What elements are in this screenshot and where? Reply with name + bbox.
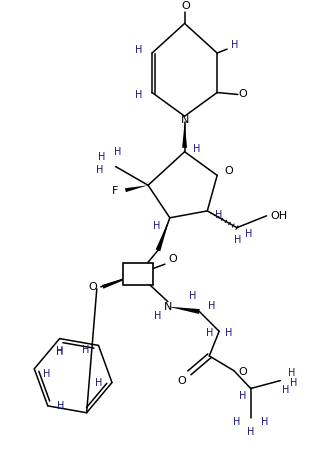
Text: O: O	[177, 376, 186, 386]
Polygon shape	[125, 185, 148, 192]
Text: H: H	[261, 417, 268, 427]
Text: Abs: Abs	[131, 270, 145, 279]
Text: H: H	[289, 367, 296, 377]
Text: H: H	[82, 346, 89, 356]
Polygon shape	[182, 122, 187, 148]
Text: H: H	[134, 90, 142, 100]
Text: O: O	[168, 254, 177, 264]
Text: H: H	[234, 235, 241, 245]
Text: O: O	[89, 282, 97, 292]
Text: O: O	[238, 367, 247, 377]
Text: H: H	[207, 301, 215, 311]
Text: H: H	[153, 221, 161, 231]
Text: F: F	[112, 186, 119, 196]
Text: H: H	[206, 328, 213, 338]
Text: H: H	[56, 347, 63, 357]
Polygon shape	[102, 274, 138, 289]
Text: H: H	[193, 144, 200, 154]
Polygon shape	[156, 218, 170, 251]
Text: O: O	[225, 167, 233, 177]
Text: H: H	[231, 40, 239, 50]
Text: H: H	[245, 228, 252, 238]
Text: H: H	[233, 417, 241, 427]
Text: O: O	[238, 89, 247, 99]
Polygon shape	[168, 307, 200, 314]
Text: H: H	[57, 401, 64, 411]
Text: OH: OH	[271, 211, 288, 221]
Text: H: H	[281, 386, 289, 396]
Text: H: H	[95, 377, 103, 387]
FancyBboxPatch shape	[124, 263, 153, 285]
Text: H: H	[239, 391, 246, 401]
Text: H: H	[290, 377, 298, 387]
Text: H: H	[216, 210, 223, 220]
Text: H: H	[98, 152, 105, 162]
Text: N: N	[164, 302, 172, 312]
Text: H: H	[225, 328, 233, 338]
Text: H: H	[247, 427, 254, 437]
Text: H: H	[56, 347, 63, 357]
Text: H: H	[114, 147, 121, 157]
Text: O: O	[181, 0, 190, 10]
Text: H: H	[134, 45, 142, 55]
Text: N: N	[180, 115, 189, 125]
Text: H: H	[43, 369, 51, 379]
Text: H: H	[154, 311, 162, 321]
Text: H: H	[96, 166, 104, 176]
Text: H: H	[189, 291, 196, 301]
